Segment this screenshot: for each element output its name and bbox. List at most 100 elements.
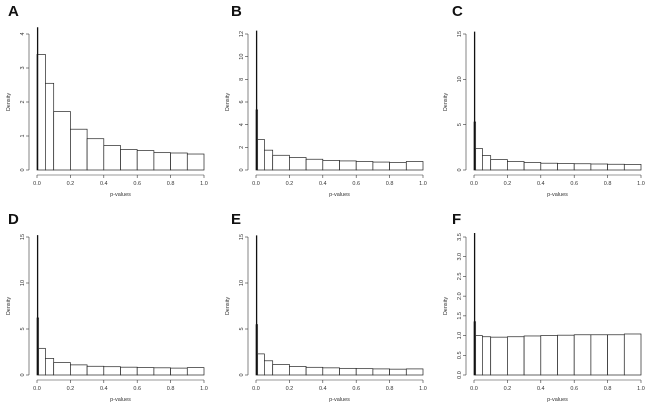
x-tick-label: 0.8 [167, 386, 175, 392]
x-tick-label: 1.0 [419, 386, 427, 392]
panel-f: F 0.0 0.5 1.0 1.5 2.0 2.5 3.0 3.5 Density 0.0 0.2 0.… [443, 211, 645, 403]
y-tick-label: 0.5 [457, 351, 463, 359]
x-tick-label: 0.2 [286, 181, 294, 187]
y-axis-title: Density [443, 93, 449, 112]
histogram-bar [103, 366, 121, 376]
y-tick-label: 2.0 [457, 292, 463, 300]
y-axis-title: Density [225, 297, 231, 316]
histogram-bar [540, 335, 558, 376]
histogram-bar [103, 145, 121, 171]
y-tick-label: 3.5 [457, 233, 463, 241]
histogram-bar [322, 367, 340, 376]
histogram-bar [170, 367, 188, 376]
histogram-bar [475, 148, 483, 171]
histogram-bar [289, 157, 307, 171]
histogram-bar [490, 159, 508, 171]
histogram-bar [405, 368, 424, 376]
panel-label: E [231, 211, 241, 228]
x-tick-label: 0.0 [252, 386, 260, 392]
y-tick-label: 0.0 [457, 371, 463, 379]
y-tick-label: 6 [239, 100, 245, 103]
x-tick-label: 0.4 [537, 181, 545, 187]
x-tick-label: 0.8 [386, 386, 394, 392]
y-tick-label: 1.5 [457, 312, 463, 320]
y-tick-label: 2.5 [457, 273, 463, 281]
x-tick-label: 0.6 [570, 181, 578, 187]
histogram-bar [490, 336, 508, 376]
histogram-bar [405, 161, 424, 171]
y-tick-label: 10 [457, 76, 463, 82]
x-tick-label: 0.4 [100, 386, 108, 392]
x-tick-label: 1.0 [637, 386, 645, 392]
x-tick-label: 0.2 [504, 181, 512, 187]
histogram-bar [507, 336, 525, 376]
histogram-bar [372, 161, 390, 171]
histogram-bar [305, 366, 324, 376]
histogram-bar [153, 367, 171, 376]
y-tick-label: 10 [239, 280, 245, 286]
histogram-bar [573, 163, 592, 171]
histogram-bar [120, 366, 138, 376]
histogram-bar [186, 153, 205, 171]
x-tick-label: 0.0 [470, 181, 478, 187]
histogram-bar [322, 160, 340, 171]
x-tick-label: 0.0 [252, 181, 260, 187]
histogram-bar [38, 347, 46, 376]
y-tick-label: 5 [239, 327, 245, 330]
x-tick-label: 0.6 [133, 181, 141, 187]
histogram-bar [557, 163, 575, 171]
x-tick-label: 1.0 [200, 181, 208, 187]
histogram-bar [482, 336, 492, 376]
panel-label: B [231, 3, 242, 20]
y-tick-label: 4 [20, 32, 26, 35]
panel-label: F [452, 211, 461, 228]
y-tick-label: 8 [239, 78, 245, 81]
x-tick-label: 0.2 [67, 181, 75, 187]
y-tick-label: 3 [20, 66, 26, 69]
y-tick-label: 12 [239, 31, 245, 37]
x-tick-label: 1.0 [419, 181, 427, 187]
x-tick-label: 0.8 [604, 181, 612, 187]
x-tick-label: 0.2 [286, 386, 294, 392]
y-axis-title: Density [6, 297, 12, 316]
y-tick-label: 10 [20, 280, 26, 286]
histogram-bar [44, 358, 55, 376]
x-tick-label: 0.6 [133, 386, 141, 392]
x-tick-label: 0.8 [386, 181, 394, 187]
x-tick-label: 1.0 [200, 386, 208, 392]
y-tick-label: 4 [239, 123, 245, 126]
histogram-bar [264, 360, 274, 376]
y-tick-label: 0 [239, 373, 245, 376]
histogram-bar [475, 335, 483, 376]
y-tick-label: 2 [20, 100, 26, 103]
y-tick-label: 1 [20, 134, 26, 137]
x-axis-title: p-values [329, 192, 350, 198]
histogram-bar [305, 158, 324, 171]
panel-c: C 0 5 10 15 Density 0.0 0.2 0.4 0.6 0.8 1.0 p-values [443, 3, 645, 198]
histogram-bar [170, 152, 188, 171]
histogram-bar [36, 54, 46, 171]
y-tick-label: 10 [239, 54, 245, 60]
histogram-bar [590, 163, 608, 171]
y-axis-title: Density [225, 93, 231, 112]
x-tick-label: 0.8 [167, 181, 175, 187]
histogram-bar [372, 368, 390, 376]
histogram-bar [136, 367, 155, 376]
histogram-bar [389, 368, 407, 376]
x-tick-label: 0.0 [470, 386, 478, 392]
y-tick-label: 3.0 [457, 253, 463, 261]
histogram-bar [339, 367, 357, 376]
x-tick-label: 0.2 [67, 386, 75, 392]
histogram-bar [507, 161, 525, 171]
y-tick-label: 5 [20, 327, 26, 330]
y-tick-label: 15 [457, 31, 463, 37]
histogram-bar [339, 160, 357, 171]
histogram-bar [186, 367, 205, 376]
histogram-bar [355, 161, 374, 171]
histogram-bar [389, 162, 407, 171]
histogram-bar [44, 82, 55, 171]
x-axis-title: p-values [547, 397, 568, 403]
histogram-bar [482, 155, 492, 171]
histogram-bar [607, 334, 625, 376]
histogram-bar [590, 334, 608, 376]
